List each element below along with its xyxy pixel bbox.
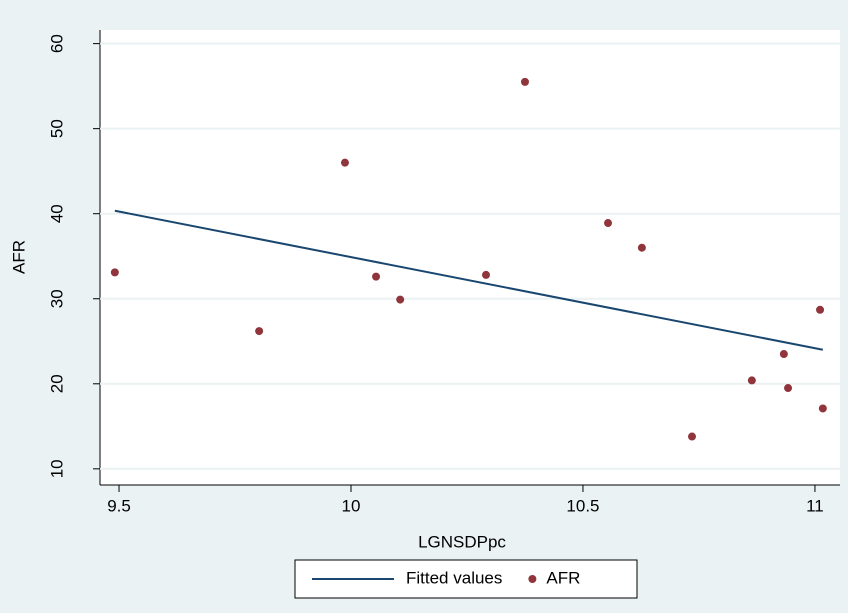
x-tick-label: 11: [806, 496, 824, 515]
y-tick-label: 50: [47, 119, 66, 138]
legend-label: Fitted values: [406, 568, 502, 587]
y-tick-label: 40: [47, 204, 66, 223]
point: [340, 158, 349, 167]
x-tick-label: 10: [342, 496, 361, 515]
y-axis-title: AFR: [9, 240, 28, 274]
plot-area: [100, 30, 840, 485]
y-tick-label: 60: [47, 34, 66, 53]
y-tick-label: 20: [47, 374, 66, 393]
point: [688, 432, 696, 441]
x-tick-label: 10.5: [566, 496, 599, 515]
y-tick-label: 30: [47, 289, 66, 308]
legend-label: AFR: [546, 568, 580, 587]
point: [396, 295, 405, 304]
x-axis-title: LGNSDPpc: [418, 532, 506, 551]
point: [604, 219, 613, 228]
y-tick-label: 10: [47, 459, 66, 478]
point: [255, 327, 264, 336]
point: [637, 243, 646, 252]
legend-key: [528, 575, 537, 583]
point: [482, 270, 491, 279]
point: [784, 384, 793, 393]
fitted-line: [114, 209, 824, 351]
point: [520, 77, 529, 86]
point: [779, 350, 788, 359]
point: [816, 305, 825, 314]
x-tick-label: 9.5: [107, 496, 131, 515]
point: [110, 268, 119, 277]
point: [818, 404, 827, 413]
point: [372, 272, 381, 281]
point: [747, 376, 756, 385]
